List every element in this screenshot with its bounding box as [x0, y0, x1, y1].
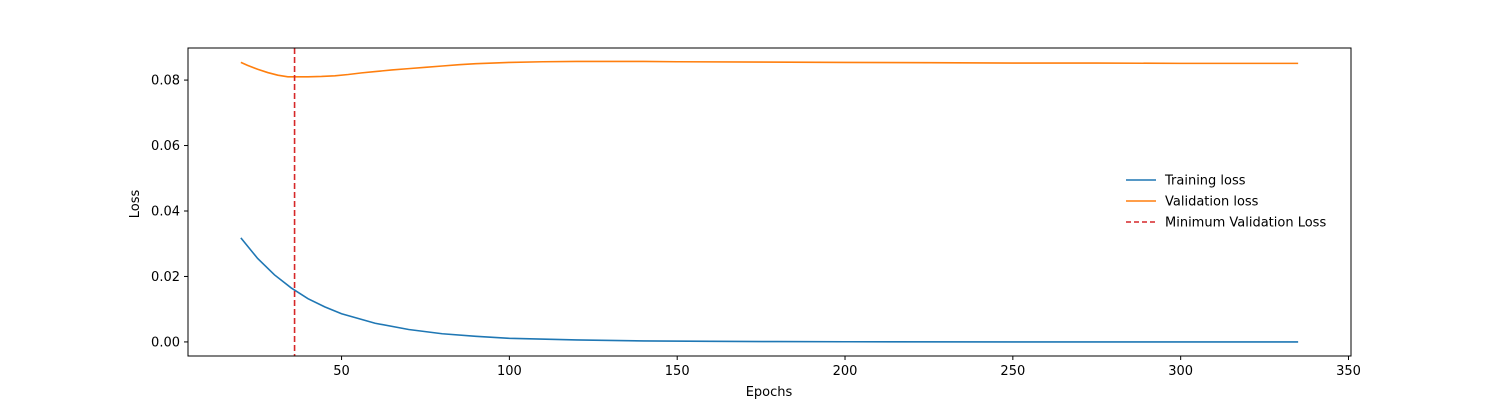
legend-label-validation-loss: Validation loss	[1165, 195, 1259, 210]
validation-loss-line	[240, 60, 1299, 78]
x-axis-label: Epochs	[746, 385, 793, 400]
y-axis-label: Loss	[128, 190, 143, 219]
x-tick-label: 200	[833, 364, 858, 379]
legend-label-training-loss: Training loss	[1164, 174, 1246, 189]
x-tick-label: 250	[1000, 364, 1025, 379]
x-tick-label: 150	[665, 364, 690, 379]
y-tick-label: 0.06	[151, 139, 180, 154]
legend: Training loss Validation loss Minimum Vali…	[1126, 174, 1326, 231]
axes-frame	[187, 47, 1352, 357]
y-tick-label: 0.00	[151, 335, 180, 350]
y-tick-label: 0.08	[151, 74, 180, 89]
y-tick-label: 0.04	[151, 205, 180, 220]
x-tick-label: 350	[1336, 364, 1361, 379]
x-tick-label: 300	[1168, 364, 1193, 379]
training-loss-line	[240, 237, 1299, 343]
plot-area	[240, 48, 1299, 356]
y-axis-ticks: 0.00 0.02 0.04 0.06 0.08	[151, 74, 188, 350]
x-tick-label: 50	[333, 364, 350, 379]
y-tick-label: 0.02	[151, 270, 180, 285]
x-tick-label: 100	[497, 364, 522, 379]
x-axis-ticks: 50 100 150 200 250 300 350	[333, 356, 1361, 379]
legend-label-minimum-validation-loss: Minimum Validation Loss	[1165, 216, 1326, 231]
